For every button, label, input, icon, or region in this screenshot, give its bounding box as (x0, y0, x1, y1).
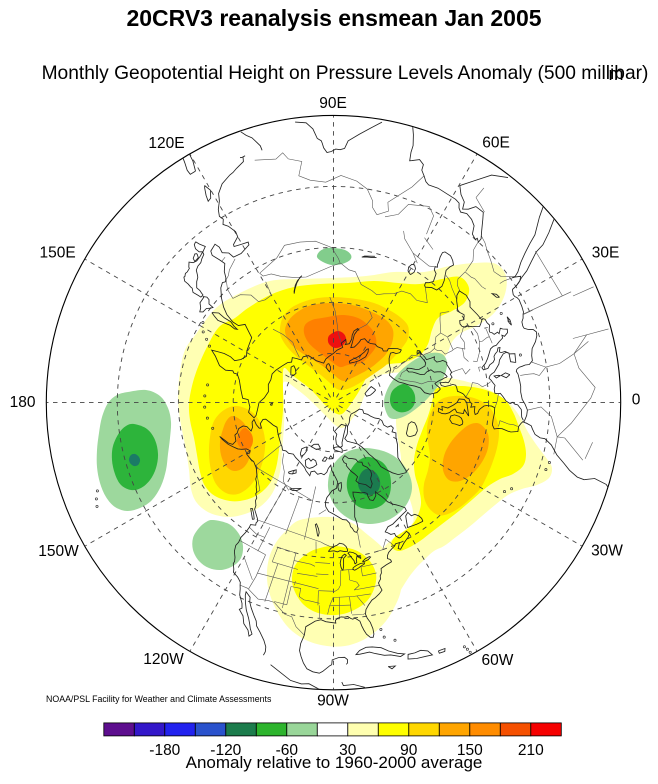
svg-text:90E: 90E (319, 95, 347, 112)
svg-text:20CRV3 reanalysis ensmean Jan: 20CRV3 reanalysis ensmean Jan 2005 (126, 5, 541, 31)
svg-text:90W: 90W (317, 693, 349, 710)
svg-text:150: 150 (457, 742, 483, 759)
svg-text:0: 0 (632, 392, 641, 409)
svg-text:150W: 150W (38, 543, 79, 560)
svg-text:210: 210 (518, 742, 544, 759)
svg-text:30W: 30W (591, 543, 623, 560)
svg-text:60W: 60W (481, 652, 513, 669)
svg-text:120W: 120W (143, 651, 184, 668)
svg-text:-120: -120 (210, 742, 241, 759)
svg-text:90: 90 (400, 742, 418, 759)
svg-text:m: m (609, 64, 624, 84)
svg-text:150E: 150E (39, 245, 75, 262)
svg-text:NOAA/PSL Facility for Weather: NOAA/PSL Facility for Weather and Climat… (46, 694, 272, 704)
svg-text:120E: 120E (148, 135, 184, 152)
svg-text:Anomaly relative to 1960-2000: Anomaly relative to 1960-2000 average (186, 753, 483, 772)
svg-text:180: 180 (10, 394, 36, 411)
svg-text:Monthly Geopotential Height on: Monthly Geopotential Height on Pressure … (42, 63, 649, 84)
svg-text:-180: -180 (149, 742, 180, 759)
svg-text:-60: -60 (276, 742, 299, 759)
svg-text:30E: 30E (592, 245, 620, 262)
svg-text:60E: 60E (482, 135, 510, 152)
svg-text:30: 30 (339, 742, 357, 759)
